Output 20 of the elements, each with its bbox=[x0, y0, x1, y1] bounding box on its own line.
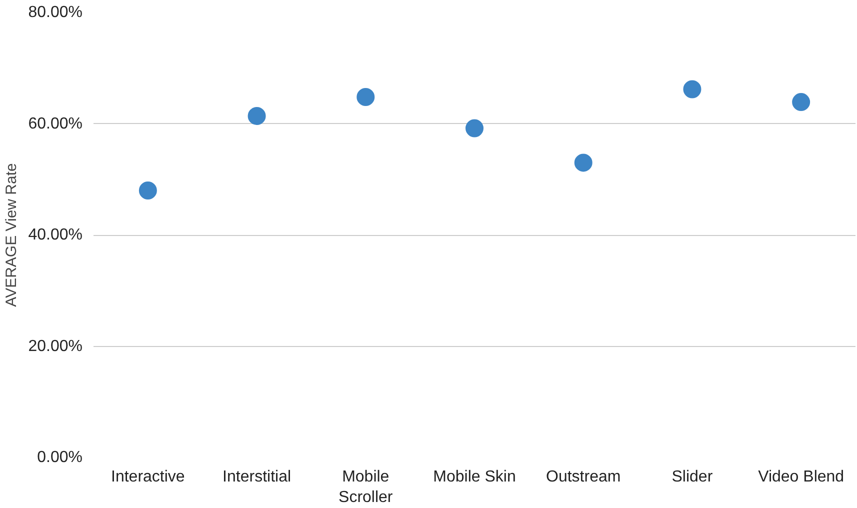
point bbox=[683, 80, 702, 98]
x-tick-label: Mobile Scroller bbox=[338, 468, 394, 506]
point bbox=[356, 88, 375, 106]
x-tick-label: Interactive bbox=[111, 468, 185, 486]
x-tick-label: Slider bbox=[672, 468, 714, 486]
y-tick-label: 20.00% bbox=[28, 338, 82, 355]
point bbox=[138, 182, 157, 200]
point bbox=[466, 119, 484, 138]
y-tick-label: 80.00% bbox=[28, 4, 82, 21]
y-tick-label: 0.00% bbox=[37, 449, 83, 466]
point bbox=[248, 106, 266, 125]
point bbox=[574, 154, 592, 172]
x-tick-label: Outstream bbox=[546, 468, 621, 486]
x-tick-label: Video Blend bbox=[758, 468, 844, 486]
x-tick-label: Mobile Skin bbox=[433, 468, 516, 486]
y-axis-title: AVERAGE View Rate bbox=[3, 163, 20, 307]
y-tick-label: 40.00% bbox=[28, 226, 82, 244]
x-tick-label: Interstitial bbox=[222, 468, 292, 486]
y-tick-label: 60.00% bbox=[28, 115, 82, 132]
point bbox=[792, 93, 810, 112]
